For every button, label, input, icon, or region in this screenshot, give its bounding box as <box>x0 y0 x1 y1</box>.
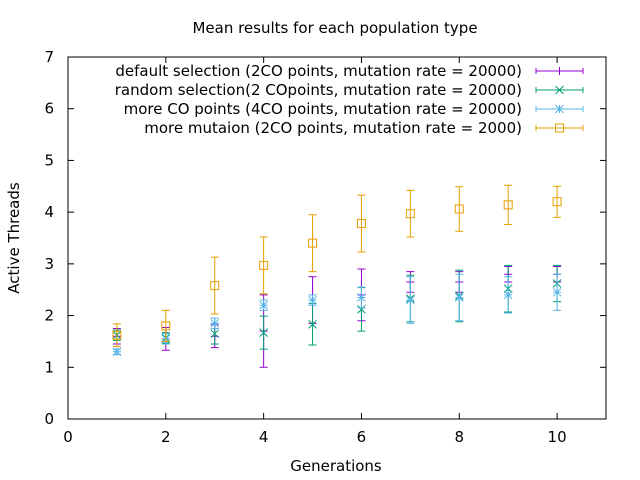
legend-swatch-marker <box>555 85 564 95</box>
data-point <box>552 197 562 207</box>
data-point <box>210 329 220 339</box>
data-series <box>112 184 562 368</box>
axis-ticks: 0 2 4 6 8 10 0 1 2 3 4 5 6 7 <box>44 48 606 446</box>
error-bar <box>259 236 268 295</box>
data-point <box>308 238 318 248</box>
x-tick-label: 4 <box>259 428 269 446</box>
legend-label: default selection (2CO points, mutation … <box>115 62 522 80</box>
error-bar <box>210 256 219 315</box>
error-bar <box>357 194 366 253</box>
x-tick-label: 0 <box>63 428 73 446</box>
series-1 <box>112 265 562 368</box>
data-point <box>357 293 366 302</box>
data-point <box>259 328 268 337</box>
legend-swatch-marker <box>555 123 564 133</box>
x-axis-title: Generations <box>290 457 382 475</box>
data-point <box>259 260 269 270</box>
y-tick-label: 2 <box>44 307 54 325</box>
error-bar <box>504 184 513 226</box>
error-bar <box>308 214 317 273</box>
y-tick-label: 4 <box>44 203 54 221</box>
legend-label: more CO points (4CO points, mutation rat… <box>124 100 522 118</box>
data-point <box>454 204 464 214</box>
error-bar <box>455 186 464 232</box>
y-tick-label: 1 <box>44 358 54 376</box>
legend-label: random selection(2 COpoints, mutation ra… <box>115 81 522 99</box>
x-tick-label: 8 <box>454 428 464 446</box>
data-point <box>405 209 415 219</box>
y-tick-label: 6 <box>44 100 54 118</box>
x-tick-label: 2 <box>161 428 171 446</box>
x-tick-label: 6 <box>357 428 367 446</box>
error-bar <box>553 185 562 218</box>
data-point <box>357 305 366 314</box>
y-tick-label: 0 <box>44 410 54 428</box>
data-point <box>406 295 415 305</box>
data-point <box>308 295 317 305</box>
x-tick-label: 10 <box>548 428 567 446</box>
data-point <box>210 318 220 328</box>
y-tick-label: 3 <box>44 255 54 273</box>
data-point <box>503 290 513 300</box>
series-3 <box>112 273 562 357</box>
y-tick-label: 7 <box>44 48 54 66</box>
y-tick-label: 5 <box>44 151 54 169</box>
legend-label: more mutaion (2CO points, mutation rate … <box>144 119 522 137</box>
error-bar <box>406 189 415 238</box>
data-point <box>356 219 366 229</box>
plot-frame <box>67 56 607 420</box>
legend-swatch-line <box>535 125 584 131</box>
y-axis-title: Active Threads <box>5 182 23 294</box>
data-point <box>210 281 220 291</box>
data-point <box>112 347 122 357</box>
series-4 <box>112 184 562 348</box>
legend: default selection (2CO points, mutation … <box>115 62 584 137</box>
data-point <box>454 293 464 302</box>
data-point <box>503 200 513 210</box>
series-2 <box>112 264 562 350</box>
data-point <box>161 321 171 331</box>
legend-swatch-marker <box>555 67 564 75</box>
chart-title: Mean results for each population type <box>192 19 477 37</box>
data-point <box>552 287 562 297</box>
legend-swatch-marker <box>555 104 564 114</box>
error-bar <box>112 323 121 348</box>
error-bar <box>161 309 170 342</box>
data-point <box>259 300 268 310</box>
data-point <box>112 330 122 340</box>
data-point <box>308 320 317 329</box>
